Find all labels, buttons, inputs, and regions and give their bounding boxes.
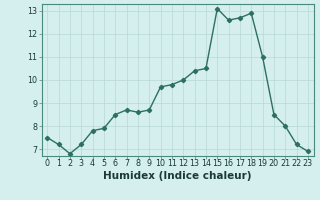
X-axis label: Humidex (Indice chaleur): Humidex (Indice chaleur) (103, 171, 252, 181)
